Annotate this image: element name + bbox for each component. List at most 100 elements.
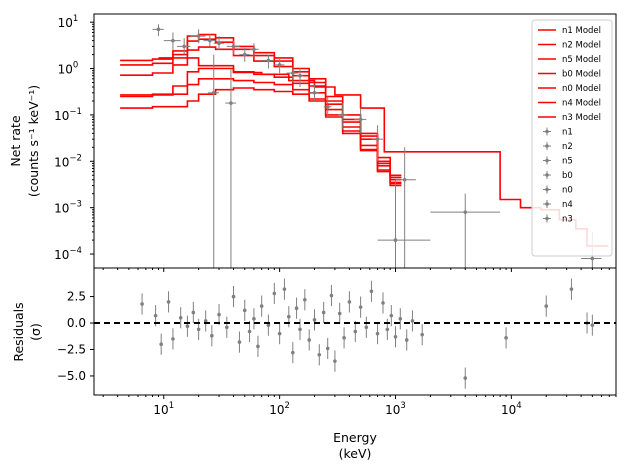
residual-point-23 <box>282 278 287 300</box>
data-point-0 <box>152 24 164 37</box>
residual-marker <box>178 315 183 320</box>
data-point-marker <box>590 256 595 261</box>
residual-marker <box>404 338 409 342</box>
residual-y-tick-label-1: 0.0 <box>67 316 86 330</box>
residual-marker <box>252 317 256 321</box>
legend-label-9: n5 <box>562 157 573 167</box>
data-point-12 <box>296 68 304 87</box>
legend-label-11: n0 <box>562 186 573 196</box>
legend-data-marker-7 <box>545 129 549 134</box>
residuals-panel: 2.5 0.0 −2.5 −5.0 101 102 103 104 Residuals (σ… <box>11 267 617 461</box>
residual-point-42 <box>369 280 374 302</box>
legend-label-4: n0 Model <box>562 84 601 94</box>
residual-marker <box>237 340 242 344</box>
residual-marker <box>544 304 549 308</box>
residual-marker <box>337 311 342 316</box>
residual-point-48 <box>398 308 403 330</box>
data-point-marker <box>266 58 271 63</box>
x-tick-label-1: 102 <box>269 401 290 417</box>
residual-point-22 <box>277 323 282 345</box>
data-point-marker <box>211 90 216 95</box>
residual-point-25 <box>291 342 295 364</box>
data-point-marker <box>402 177 407 182</box>
data-point-marker <box>208 38 212 43</box>
residual-point-7 <box>191 301 196 324</box>
residual-marker <box>277 331 282 336</box>
residual-point-41 <box>364 316 369 338</box>
residual-y-tick-label-3: −5.0 <box>57 369 86 383</box>
residual-marker <box>203 319 208 323</box>
data-point-1 <box>163 32 181 51</box>
model-step-lines <box>120 33 609 247</box>
data-point-19 <box>430 193 501 268</box>
data-point-3 <box>190 29 206 44</box>
residual-point-9 <box>203 310 208 332</box>
data-point-marker <box>340 113 345 117</box>
residual-point-50 <box>410 310 415 332</box>
residual-marker <box>196 327 201 332</box>
residual-marker <box>242 308 247 313</box>
x-tick-label-2: 103 <box>385 401 406 417</box>
residual-point-0 <box>140 293 144 315</box>
residual-marker <box>159 342 163 347</box>
residual-marker <box>247 329 252 334</box>
residual-marker <box>385 327 390 332</box>
legend-label-8: n2 <box>562 142 573 152</box>
residual-marker <box>398 317 403 321</box>
residual-marker <box>303 297 307 302</box>
rate-y-tick-label-4: 10−3 <box>54 200 82 216</box>
residual-point-2 <box>159 333 163 355</box>
data-point-4 <box>203 34 216 47</box>
residual-marker <box>381 301 385 305</box>
residual-marker <box>369 289 374 294</box>
residual-marker <box>307 338 312 342</box>
residual-point-52 <box>463 367 468 389</box>
model-line-6 <box>120 87 402 187</box>
legend-label-2: n5 Model <box>562 55 601 65</box>
residual-point-11 <box>217 303 221 326</box>
data-point-marker <box>242 52 247 57</box>
residual-marker <box>393 334 398 339</box>
residual-marker <box>210 333 214 338</box>
data-point-marker <box>312 90 317 95</box>
data-point-marker <box>393 238 398 242</box>
data-point-marker <box>277 63 282 67</box>
residual-point-46 <box>389 305 394 327</box>
residual-point-54 <box>544 295 549 317</box>
residual-point-28 <box>303 289 307 311</box>
data-point-22 <box>225 68 236 268</box>
data-point-23 <box>395 147 416 268</box>
residual-marker <box>266 323 271 327</box>
legend: n1 Model n2 Model n5 Model b0 Model n0 Model… <box>531 19 613 257</box>
legend-data-marker-9 <box>545 158 549 163</box>
residual-marker <box>325 346 330 351</box>
residual-point-51 <box>420 324 424 346</box>
data-point-marker <box>229 101 233 105</box>
residual-marker <box>410 319 415 323</box>
residuals-panel-frame <box>93 267 617 396</box>
residual-marker <box>333 359 337 363</box>
residual-point-27 <box>298 318 302 340</box>
residual-marker <box>272 291 277 296</box>
rate-y-label-line2: (counts s⁻¹ keV⁻¹) <box>26 85 41 197</box>
residual-y-label-line2: (σ) <box>28 323 43 341</box>
rate-y-tick-label-2: 10−1 <box>54 107 82 123</box>
data-point-11 <box>286 66 299 83</box>
residual-marker <box>224 325 229 330</box>
x-tick-label-0: 101 <box>153 401 174 417</box>
data-point-marker <box>217 41 221 46</box>
rate-y-ticks: 101 100 10−1 10−2 10−3 10−4 <box>54 14 94 262</box>
data-point-marker <box>375 137 380 141</box>
residual-point-38 <box>347 291 352 313</box>
legend-label-5: n4 Model <box>562 99 601 109</box>
residual-point-21 <box>272 282 277 304</box>
x-label-line1: Energy <box>333 430 377 445</box>
legend-label-13: n3 <box>562 215 573 225</box>
data-points <box>152 24 602 268</box>
data-point-13 <box>309 84 320 101</box>
residual-y-tick-label-2: −2.5 <box>57 342 86 356</box>
residual-point-13 <box>231 285 236 308</box>
residual-marker <box>329 293 334 298</box>
residual-point-47 <box>393 326 398 348</box>
residual-point-32 <box>321 301 326 324</box>
